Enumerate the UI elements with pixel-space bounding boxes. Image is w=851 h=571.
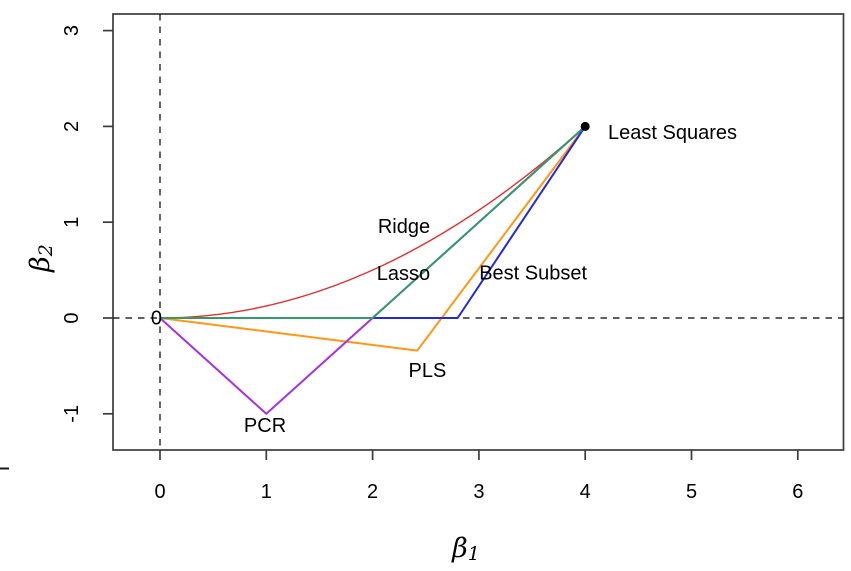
y-tick-label-2: 2 [61, 121, 83, 132]
ridge-label: Ridge [378, 216, 430, 238]
best-subset-label: Best Subset [479, 262, 587, 284]
x-tick-label-2: 2 [367, 481, 378, 503]
plot-box [112, 13, 845, 451]
pls-path-line [159, 125, 587, 352]
y-axis-title-beta2: β2 [25, 244, 58, 273]
pcr-label: PCR [244, 415, 286, 437]
x-tick-label-5: 5 [686, 481, 697, 503]
pls-label: PLS [409, 360, 447, 382]
x-tick-label-6: 6 [792, 481, 803, 503]
y-tick-label-1: 1 [61, 217, 83, 228]
x-tick-label-4: 4 [580, 481, 591, 503]
best-subset-path-line [160, 125, 587, 319]
x-tick-label-1: 1 [261, 481, 272, 503]
x-tick-label-3: 3 [473, 481, 484, 503]
origin-zero-label: 0 [151, 307, 162, 329]
least-squares-point [580, 121, 590, 131]
y-tick-label-3: 3 [61, 25, 83, 36]
ridge-path-line [159, 125, 586, 319]
lasso-path-line [160, 125, 586, 319]
y-tick-label-0: 0 [61, 312, 83, 323]
least-squares-label: Least Squares [608, 122, 737, 144]
x-tick-label-0: 0 [154, 481, 165, 503]
lasso-label: Lasso [377, 263, 430, 285]
y-tick-label--1: -1 [61, 405, 83, 423]
x-axis-title-beta1: β1 [451, 533, 480, 566]
